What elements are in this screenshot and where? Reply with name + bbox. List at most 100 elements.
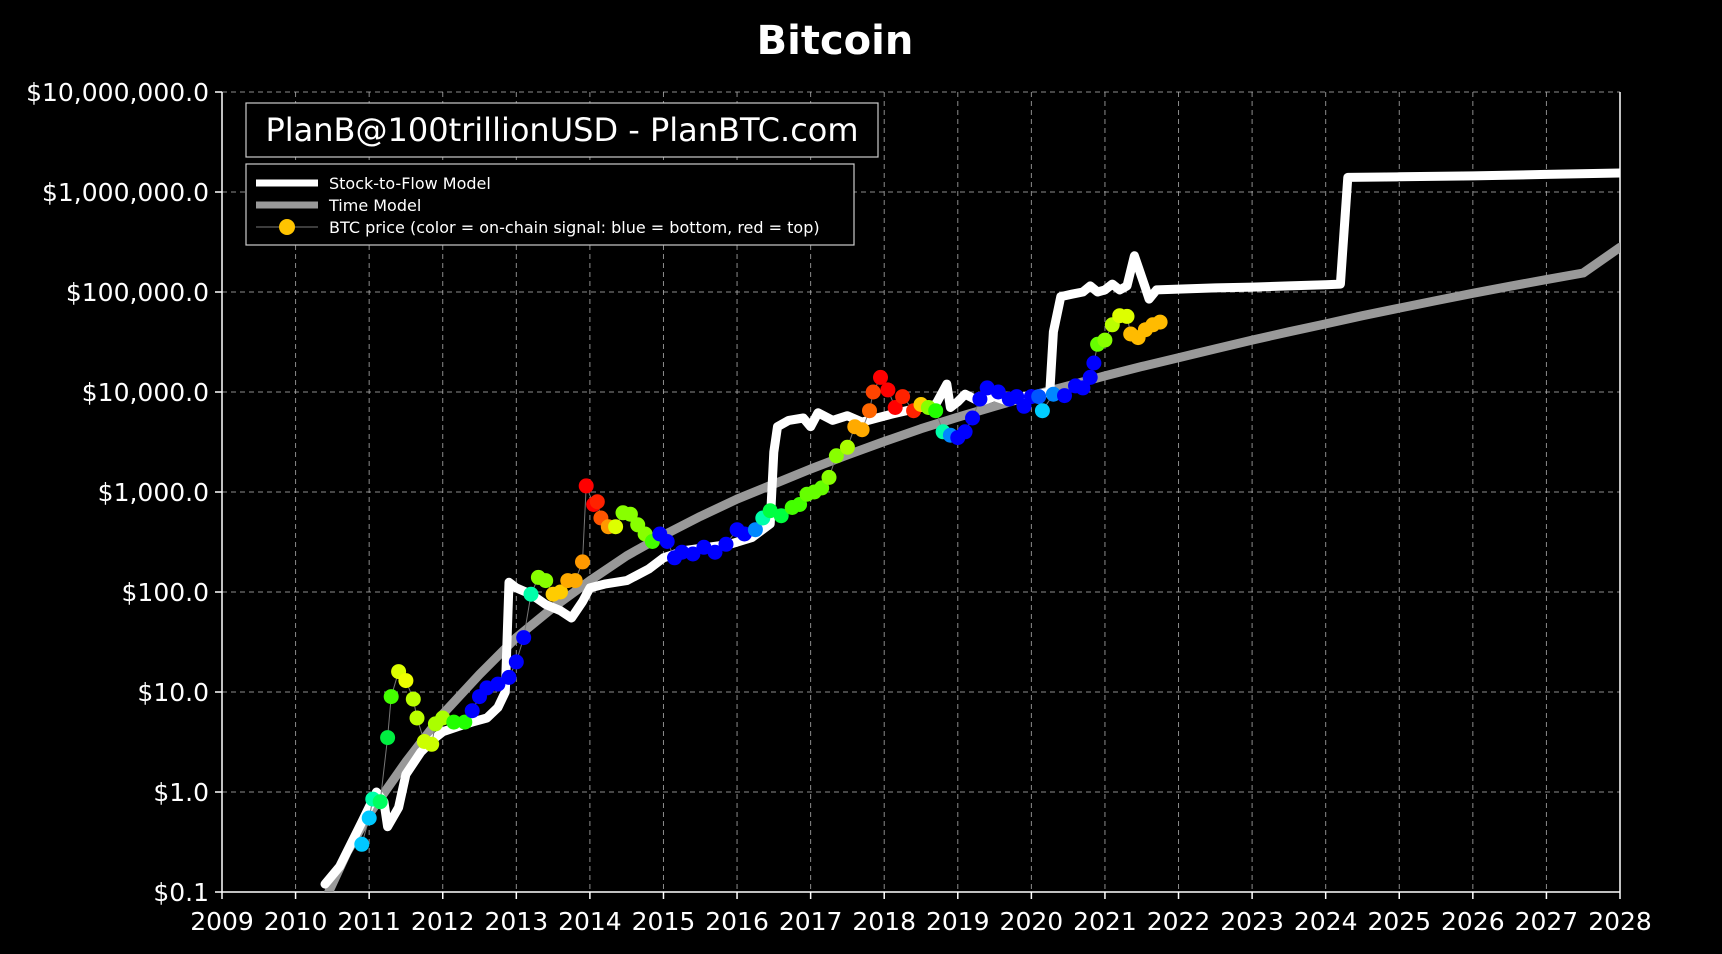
btc-price-point: [718, 536, 734, 552]
x-tick-label: 2010: [264, 907, 328, 936]
x-tick-label: 2018: [852, 907, 916, 936]
x-tick-label: 2017: [779, 907, 843, 936]
btc-price-point: [398, 673, 414, 689]
btc-price-point: [622, 506, 638, 522]
btc-price-point: [821, 469, 837, 485]
x-tick-label: 2020: [1000, 907, 1064, 936]
btc-price-point: [854, 422, 870, 438]
btc-price-point: [372, 794, 388, 810]
btc-price-point: [873, 369, 888, 385]
y-tick-label: $1.0: [153, 778, 209, 807]
annotation-text: PlanB@100trillionUSD - PlanBTC.com: [265, 111, 858, 149]
btc-price-point: [747, 522, 763, 538]
y-tick-label: $0.1: [153, 878, 209, 907]
btc-price-point: [895, 389, 911, 405]
axis-layer: 2009 2010 2011 2012 2013 2014 2015 2016 2017 2018…: [26, 78, 1652, 936]
btc-price-point: [446, 714, 462, 730]
btc-price-point: [523, 586, 539, 602]
y-tick-label: $1,000.0: [98, 478, 209, 507]
btc-price-point: [501, 669, 517, 685]
btc-price-point: [1045, 386, 1061, 402]
stock-to-flow-line: [320, 168, 1620, 889]
btc-price-point: [990, 384, 1006, 400]
x-tick-label: 2019: [926, 907, 990, 936]
btc-price-point: [773, 508, 789, 524]
y-tick-label: $10,000.0: [82, 378, 209, 407]
btc-price-point: [1097, 332, 1113, 348]
chart-title: Bitcoin: [757, 18, 914, 64]
btc-price-point: [1086, 355, 1102, 371]
btc-price-point: [865, 384, 881, 400]
btc-price-point: [659, 534, 675, 549]
btc-price-point: [354, 836, 370, 852]
btc-price-point: [383, 689, 399, 705]
btc-price-point: [1119, 308, 1135, 324]
x-tick-label: 2025: [1367, 907, 1431, 936]
btc-price-point: [608, 519, 624, 535]
btc-price-point: [928, 403, 944, 419]
btc-price-point: [409, 710, 425, 726]
x-tick-label: 2022: [1147, 907, 1211, 936]
btc-price-point: [575, 554, 590, 570]
y-tick-label: $1,000,000.0: [42, 178, 209, 207]
btc-price-point: [839, 439, 855, 455]
btc-price-point: [405, 691, 421, 707]
btc-price-point: [380, 730, 396, 746]
btc-price-point: [508, 654, 524, 670]
x-tick-label: 2015: [632, 907, 696, 936]
btc-price-point: [464, 703, 480, 719]
btc-price-point: [589, 494, 605, 510]
btc-price-point: [674, 544, 690, 560]
x-tick-label: 2026: [1441, 907, 1505, 936]
btc-price-point: [1034, 403, 1050, 419]
y-tick-label: $10.0: [137, 678, 209, 707]
annotation-box: PlanB@100trillionUSD - PlanBTC.com: [245, 102, 879, 158]
btc-price-point: [490, 676, 506, 692]
btc-price-point: [1031, 389, 1047, 405]
btc-price-point: [1082, 369, 1098, 385]
btc-price-point: [567, 573, 583, 589]
legend: Stock-to-Flow Model Time Model BTC price…: [245, 163, 855, 246]
x-tick-label: 2009: [190, 907, 254, 936]
btc-price-point: [685, 546, 701, 562]
legend-label-price: BTC price (color = on-chain signal: blue…: [329, 218, 820, 237]
y-tick-label: $100.0: [122, 578, 209, 607]
y-tick-label: $100,000.0: [66, 278, 209, 307]
btc-price-point: [707, 544, 723, 560]
legend-label-time: Time Model: [328, 196, 421, 215]
btc-price-point: [424, 736, 440, 752]
plot-area: [320, 168, 1620, 892]
btc-price-point: [814, 480, 830, 496]
x-tick-label: 2024: [1294, 907, 1358, 936]
btc-price-point: [972, 391, 988, 407]
x-tick-label: 2013: [485, 907, 549, 936]
btc-price-point: [957, 424, 973, 440]
btc-price-point: [862, 403, 877, 419]
x-tick-label: 2028: [1588, 907, 1652, 936]
btc-price-point: [828, 448, 844, 464]
x-tick-label: 2016: [705, 907, 769, 936]
x-tick-label: 2027: [1515, 907, 1579, 936]
btc-price-point: [361, 810, 377, 826]
btc-price-point: [880, 382, 896, 398]
btc-price-point: [1152, 314, 1168, 330]
btc-price-point: [538, 573, 554, 589]
btc-price-point: [457, 714, 473, 730]
btc-price-point: [1075, 380, 1091, 396]
btc-price-point: [1057, 388, 1072, 404]
x-tick-label: 2021: [1073, 907, 1137, 936]
legend-swatch-price-dot: [279, 219, 295, 235]
btc-price-point: [516, 630, 532, 646]
x-tick-label: 2014: [558, 907, 622, 936]
btc-price-point: [578, 478, 594, 494]
legend-label-s2f: Stock-to-Flow Model: [329, 174, 491, 193]
y-tick-label: $10,000,000.0: [26, 78, 209, 107]
x-tick-label: 2011: [337, 907, 401, 936]
btc-price-point: [887, 400, 903, 415]
x-tick-label: 2023: [1220, 907, 1284, 936]
btc-price-point: [965, 410, 980, 426]
x-tick-label: 2012: [411, 907, 475, 936]
btc-price-point: [553, 584, 568, 600]
